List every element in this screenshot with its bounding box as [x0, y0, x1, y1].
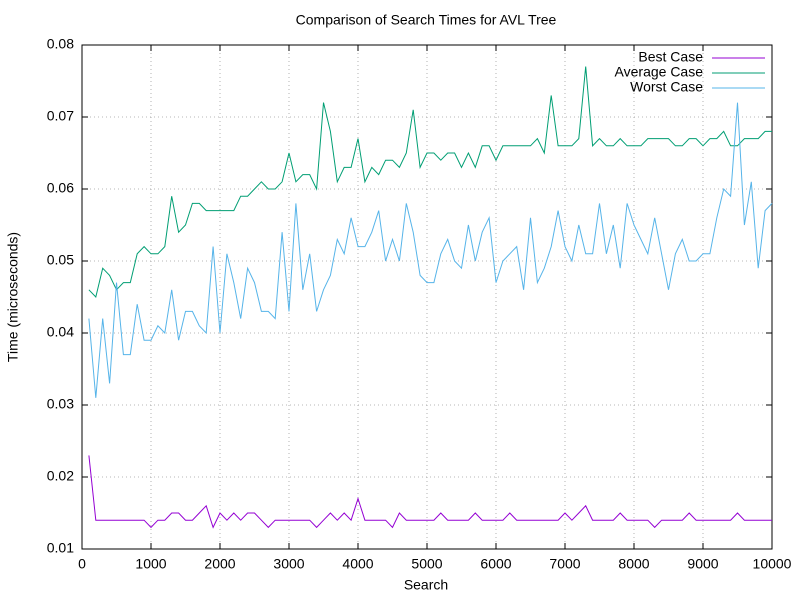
y-tick-label: 0.08: [47, 36, 74, 52]
x-tick-label: 7000: [549, 556, 580, 572]
data-line: [88, 102, 773, 398]
y-tick-label: 0.06: [47, 180, 74, 196]
x-tick-label: 1000: [135, 556, 166, 572]
x-tick-label: 9000: [687, 556, 718, 572]
x-tick-label: 10000: [753, 556, 792, 572]
y-tick-label: 0.01: [47, 540, 74, 556]
x-tick-label: 8000: [618, 556, 649, 572]
x-axis-label: Search: [404, 577, 448, 593]
chart-title: Comparison of Search Times for AVL Tree: [296, 12, 557, 28]
y-tick-label: 0.05: [47, 252, 74, 268]
y-tick-label: 0.02: [47, 468, 74, 484]
y-axis-label: Time (microseconds): [5, 232, 21, 362]
plot-border: [81, 44, 773, 550]
x-tick-label: 6000: [480, 556, 511, 572]
y-tick-label: 0.07: [47, 108, 74, 124]
x-tick-label: 5000: [411, 556, 442, 572]
legend-label: Best Case: [638, 49, 703, 65]
x-tick-label: 4000: [342, 556, 373, 572]
y-tick-label: 0.03: [47, 396, 74, 412]
data-line: [88, 66, 772, 299]
y-tick-label: 0.04: [47, 324, 74, 340]
x-tick-label: 2000: [204, 556, 235, 572]
data-line: [88, 455, 772, 529]
legend-label: Average Case: [615, 64, 704, 80]
legend-label: Worst Case: [630, 79, 703, 95]
x-tick-label: 3000: [273, 556, 304, 572]
x-tick-label: 0: [78, 556, 86, 572]
